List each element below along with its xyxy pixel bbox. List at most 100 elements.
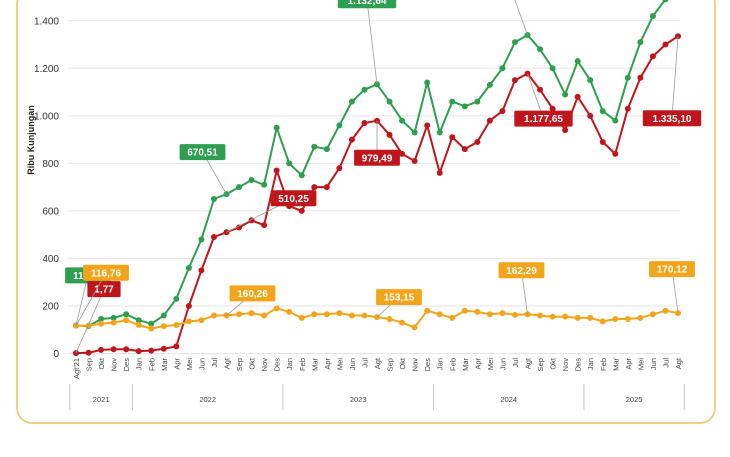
- x-tick-label: Jul: [360, 358, 369, 368]
- x-tick-label: Jul: [661, 358, 670, 368]
- x-tick-label: Jul: [210, 358, 219, 368]
- label-leader: [514, 0, 528, 36]
- data-point: [624, 74, 631, 81]
- data-point: [123, 317, 130, 324]
- data-label-box: [179, 144, 226, 161]
- x-tick-label: Okt: [398, 357, 407, 370]
- data-point: [185, 302, 192, 309]
- x-tick-label: Des: [273, 358, 282, 372]
- data-point: [649, 53, 656, 60]
- x-tick-label: Sep: [536, 358, 545, 371]
- data-point: [336, 310, 343, 317]
- x-tick-label: Nov: [561, 358, 570, 372]
- year-label: 2021: [93, 395, 110, 404]
- data-point: [511, 39, 518, 46]
- x-tick-label: Des: [423, 358, 432, 372]
- x-tick-label: Agt: [373, 357, 382, 369]
- data-point: [511, 311, 518, 318]
- x-tick-label: Agt: [524, 357, 533, 369]
- data-point: [399, 319, 406, 326]
- data-point: [173, 295, 180, 302]
- x-tick-label: Apr: [172, 357, 181, 369]
- data-point: [649, 311, 656, 318]
- data-point: [474, 308, 481, 315]
- data-point: [135, 348, 142, 355]
- y-tick-label: 1.200: [34, 64, 59, 75]
- data-point: [298, 314, 305, 321]
- data-point: [449, 134, 456, 141]
- data-point: [85, 322, 92, 329]
- data-point: [599, 318, 606, 325]
- data-point: [348, 98, 355, 105]
- data-point: [273, 167, 280, 174]
- data-label: 1.177,65: [524, 114, 563, 125]
- data-point: [474, 98, 481, 105]
- data-point: [599, 108, 606, 115]
- x-tick-label: Jun: [197, 358, 206, 370]
- data-point: [637, 39, 644, 46]
- data-point: [148, 320, 155, 327]
- y-tick-label: 400: [42, 254, 59, 265]
- data-point: [624, 316, 631, 323]
- data-point: [261, 312, 268, 319]
- data-point: [110, 314, 117, 321]
- x-tick-label: Sep: [235, 358, 244, 371]
- data-label-box: [498, 262, 545, 279]
- data-point: [499, 310, 506, 317]
- data-point: [273, 305, 280, 312]
- x-tick-label: Apr: [473, 357, 482, 369]
- data-label-box: [642, 110, 702, 127]
- x-tick-label: Sep: [85, 358, 94, 371]
- data-point: [160, 345, 167, 352]
- data-point: [537, 46, 544, 53]
- data-point: [662, 307, 669, 314]
- x-tick-label: Feb: [147, 358, 156, 371]
- data-point: [399, 117, 406, 124]
- x-tick-label: Jun: [498, 358, 507, 370]
- data-point: [424, 122, 431, 129]
- data-point: [236, 311, 243, 318]
- x-tick-label: Mar: [160, 358, 169, 371]
- data-point: [461, 146, 468, 153]
- data-label-box: [83, 264, 129, 281]
- data-point: [298, 172, 305, 179]
- data-point: [348, 136, 355, 143]
- data-point: [436, 129, 443, 136]
- data-label: 1.335,10: [653, 114, 692, 125]
- data-label: 510,25: [278, 194, 309, 205]
- data-point: [436, 311, 443, 318]
- data-point: [135, 317, 142, 324]
- data-label: 1.132,64: [348, 0, 387, 7]
- x-tick-label: Mei: [486, 358, 495, 370]
- data-label-box: [354, 149, 400, 166]
- data-label-box: [229, 285, 276, 302]
- data-point: [98, 316, 105, 323]
- data-point: [562, 313, 569, 320]
- data-point: [386, 98, 393, 105]
- data-point: [637, 314, 644, 321]
- data-point: [562, 91, 569, 98]
- data-point: [323, 184, 330, 191]
- year-label: 2023: [350, 395, 367, 404]
- data-point: [436, 169, 443, 176]
- y-tick-label: 600: [42, 206, 59, 217]
- data-point: [210, 196, 217, 203]
- year-label: 2022: [199, 395, 216, 404]
- data-point: [173, 343, 180, 350]
- x-tick-label: Des: [122, 358, 131, 372]
- data-label: 116,76: [91, 268, 121, 279]
- x-tick-label: Mei: [636, 358, 645, 370]
- data-label-box: [337, 0, 397, 9]
- x-tick-label: Okt: [97, 357, 106, 370]
- data-point: [198, 236, 205, 243]
- x-tick-label: Mar: [461, 358, 470, 371]
- y-tick-label: 0: [53, 349, 59, 360]
- data-label-box: [87, 281, 121, 298]
- data-point: [612, 117, 619, 124]
- data-point: [612, 316, 619, 323]
- y-tick-label: 800: [42, 159, 59, 170]
- data-point: [85, 349, 92, 356]
- data-label: 670,51: [187, 148, 218, 159]
- data-point: [486, 311, 493, 318]
- data-point: [236, 184, 243, 191]
